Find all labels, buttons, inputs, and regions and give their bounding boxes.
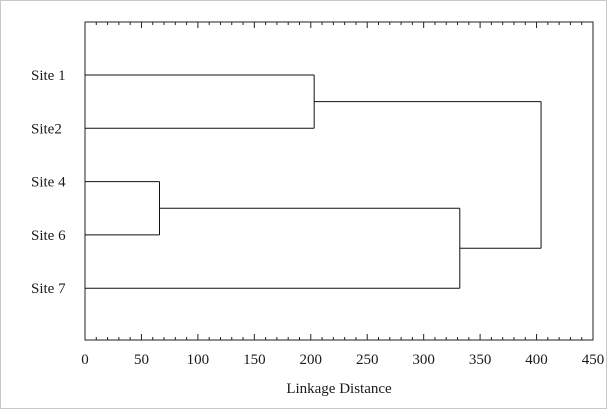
- leaf-label: Site 6: [31, 228, 66, 244]
- x-axis-title: Linkage Distance: [286, 381, 392, 397]
- leaf-label: Site 7: [31, 281, 66, 297]
- x-tick-label: 150: [243, 352, 266, 368]
- x-tick-label: 100: [187, 352, 210, 368]
- x-tick-label: 300: [412, 352, 435, 368]
- x-tick-label: 0: [81, 352, 89, 368]
- leaf-label: Site 1: [31, 68, 66, 84]
- x-tick-label: 250: [356, 352, 379, 368]
- leaf-labels: Site 1 Site2 Site 4 Site 6 Site 7: [31, 68, 66, 297]
- x-tick-label: 50: [134, 352, 149, 368]
- leaf-label: Site2: [31, 121, 62, 137]
- x-tick-label: 450: [582, 352, 605, 368]
- x-axis-ticks: [84, 22, 594, 340]
- x-tick-label: 400: [525, 352, 548, 368]
- x-axis-tick-labels: 0 50 100 150 200 250 300 350 400 450: [81, 352, 604, 368]
- x-tick-label: 200: [300, 352, 323, 368]
- x-tick-label: 350: [469, 352, 492, 368]
- plot-area: [84, 21, 594, 341]
- dendrogram-links: [85, 74, 542, 289]
- leaf-label: Site 4: [31, 175, 66, 191]
